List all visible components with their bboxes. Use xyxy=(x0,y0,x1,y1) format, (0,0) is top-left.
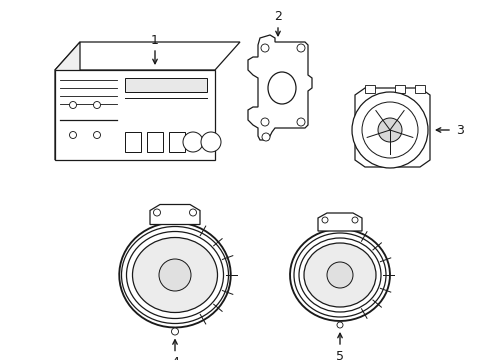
Circle shape xyxy=(69,102,76,108)
Bar xyxy=(125,78,206,92)
Bar xyxy=(414,85,424,93)
Circle shape xyxy=(361,102,417,158)
Polygon shape xyxy=(150,204,200,225)
Circle shape xyxy=(69,131,76,139)
Polygon shape xyxy=(289,229,389,321)
Circle shape xyxy=(93,131,101,139)
Circle shape xyxy=(321,217,327,223)
Polygon shape xyxy=(55,42,240,70)
Circle shape xyxy=(183,132,203,152)
Ellipse shape xyxy=(298,238,380,312)
Polygon shape xyxy=(247,35,311,140)
Ellipse shape xyxy=(304,243,375,307)
Bar xyxy=(125,132,141,152)
Text: 4: 4 xyxy=(171,356,179,360)
Bar xyxy=(364,85,374,93)
Circle shape xyxy=(377,118,401,142)
Ellipse shape xyxy=(132,238,217,312)
Circle shape xyxy=(153,209,160,216)
Circle shape xyxy=(261,118,268,126)
Bar xyxy=(147,132,163,152)
Text: 1: 1 xyxy=(151,33,159,46)
Bar xyxy=(55,70,215,160)
Circle shape xyxy=(201,132,221,152)
Ellipse shape xyxy=(126,231,223,319)
Circle shape xyxy=(189,209,196,216)
Circle shape xyxy=(262,133,269,141)
Circle shape xyxy=(93,102,101,108)
Circle shape xyxy=(351,217,357,223)
Circle shape xyxy=(296,118,305,126)
Circle shape xyxy=(296,44,305,52)
Ellipse shape xyxy=(121,226,228,324)
Bar xyxy=(169,132,184,152)
Circle shape xyxy=(159,259,191,291)
Text: 3: 3 xyxy=(455,123,463,136)
Polygon shape xyxy=(354,88,429,167)
Circle shape xyxy=(351,92,427,168)
Bar xyxy=(394,85,404,93)
Polygon shape xyxy=(119,222,230,328)
Circle shape xyxy=(326,262,352,288)
Text: 2: 2 xyxy=(273,10,282,23)
Ellipse shape xyxy=(293,233,385,317)
Polygon shape xyxy=(317,213,361,231)
Circle shape xyxy=(336,322,342,328)
Polygon shape xyxy=(55,42,80,160)
Circle shape xyxy=(261,44,268,52)
Circle shape xyxy=(171,328,178,335)
Text: 5: 5 xyxy=(335,350,343,360)
Ellipse shape xyxy=(267,72,295,104)
